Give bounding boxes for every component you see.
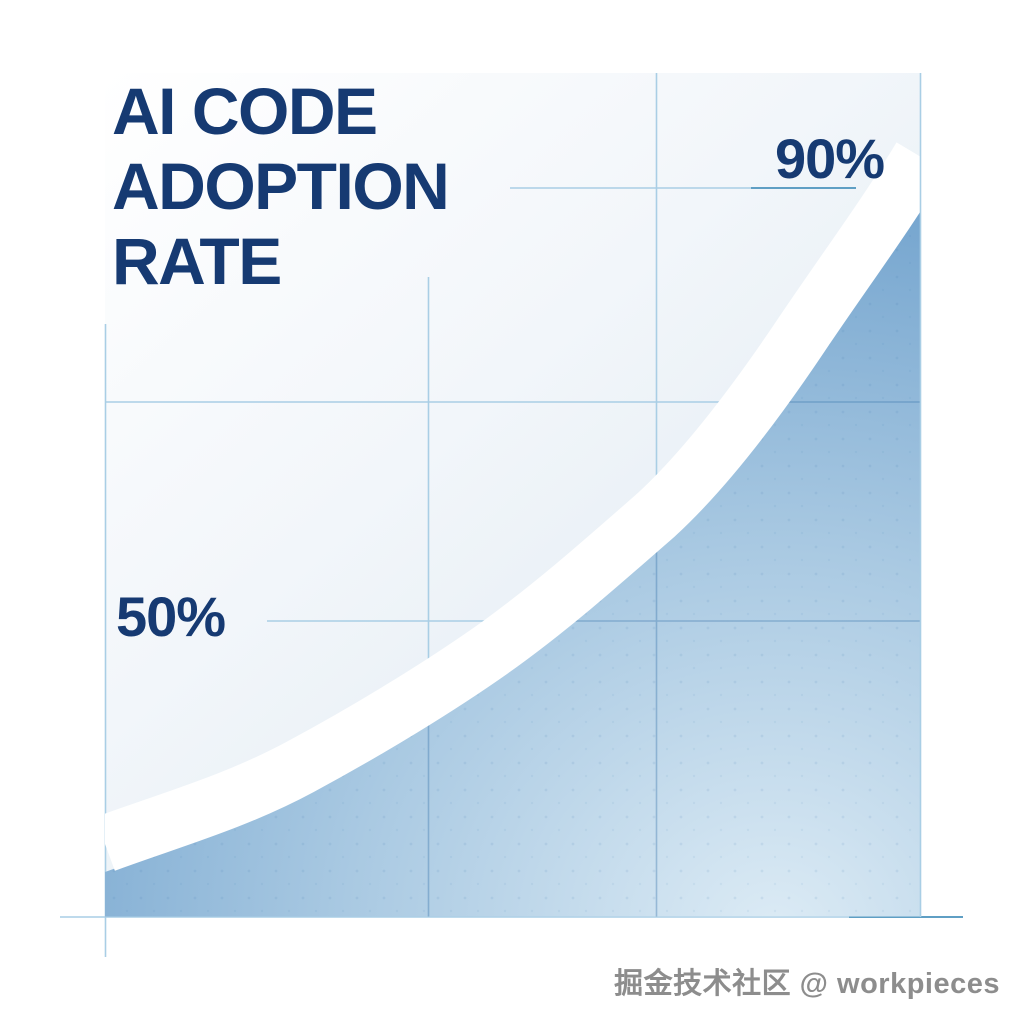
- start-value-label: 50%: [116, 585, 226, 648]
- end-value-label: 90%: [775, 127, 885, 190]
- gridline-accents: [751, 187, 963, 918]
- page-title-line-1: AI CODE: [112, 74, 378, 148]
- page-title-line-2: ADOPTION: [112, 149, 450, 223]
- area-dot-texture: [105, 185, 921, 917]
- curve-ribbon: [105, 142, 921, 871]
- page-title-line-3: RATE: [112, 224, 282, 298]
- page-title: AI CODE ADOPTION RATE: [112, 74, 450, 299]
- watermark: 掘金技术社区 @ workpieces: [614, 968, 1000, 1000]
